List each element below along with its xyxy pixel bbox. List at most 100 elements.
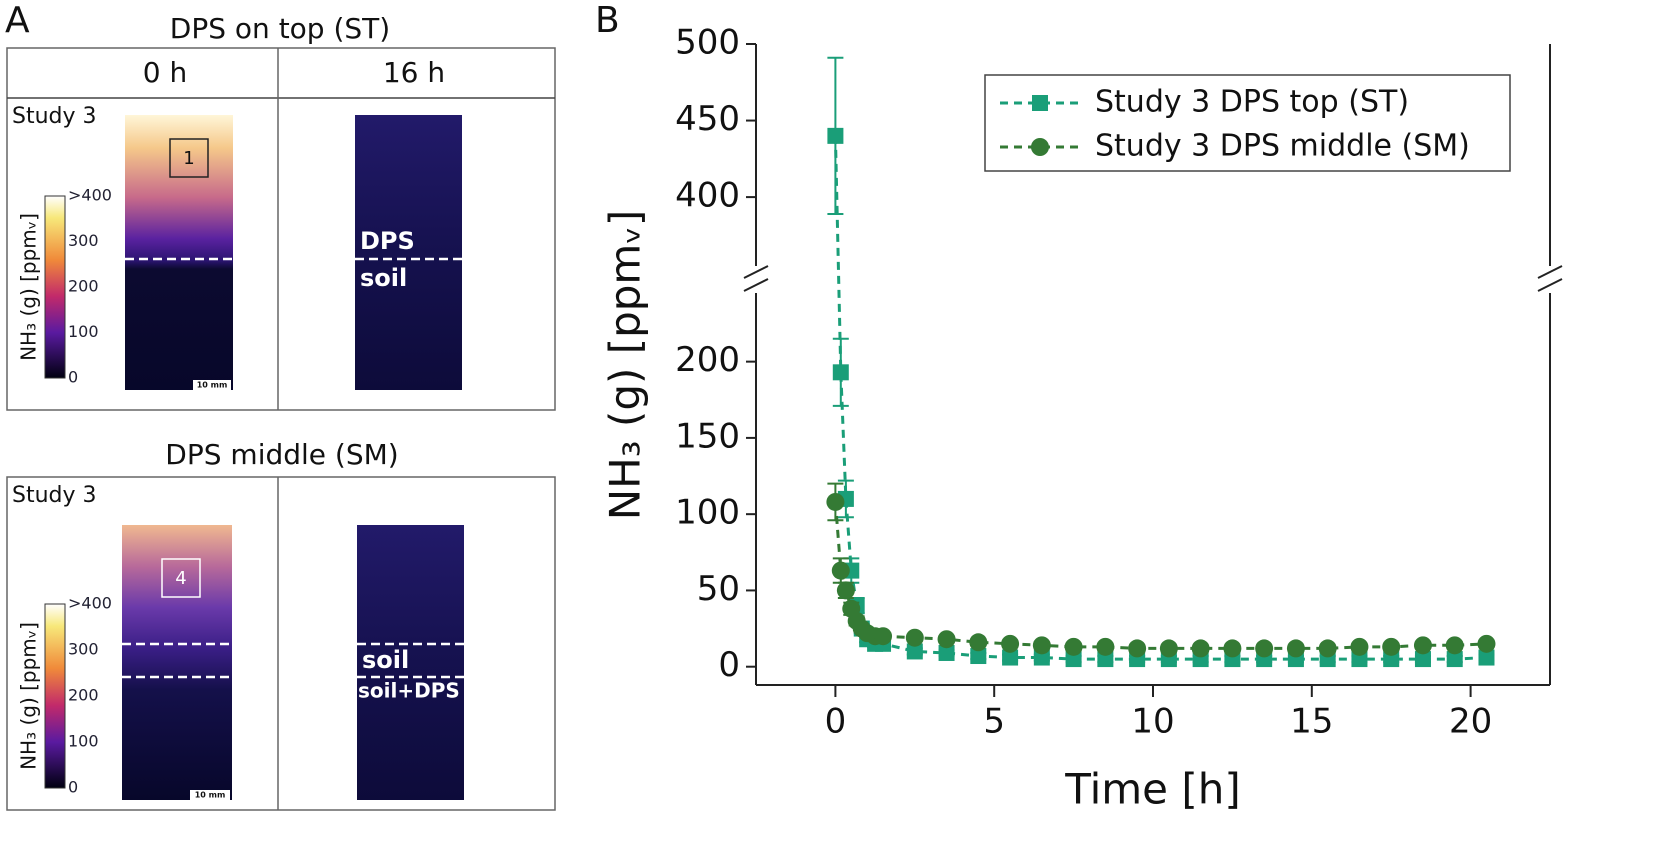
colorbar	[44, 195, 66, 379]
marker	[938, 644, 955, 661]
layer-label: soil	[362, 646, 409, 674]
y-tick-label: 500	[675, 23, 740, 63]
axis-break	[1537, 265, 1563, 279]
layer-label: DPS	[360, 227, 415, 255]
marker	[1414, 651, 1431, 668]
colorbar-tick-label: 100	[68, 732, 99, 751]
marker	[1096, 637, 1115, 656]
column-header: 0 h	[143, 56, 187, 89]
group-box	[6, 47, 556, 411]
marker	[826, 492, 845, 511]
roi-label: 4	[175, 568, 186, 589]
legend-label: Study 3 DPS middle (SM)	[1095, 129, 1470, 164]
marker	[1383, 651, 1400, 668]
colorbar-tick-label: 0	[68, 368, 78, 387]
panel-a: A DPS on top (ST) 0 h 16 h Study 3 1 DPS…	[5, 0, 556, 811]
image	[357, 525, 464, 800]
legend-marker	[1031, 138, 1049, 156]
marker	[1382, 637, 1401, 656]
layer-label: soil	[360, 264, 407, 292]
marker	[1001, 634, 1020, 653]
study-label: Study 3	[12, 483, 97, 508]
y-tick-label: 50	[697, 569, 740, 609]
marker	[1478, 649, 1495, 666]
colorbar-tick-label: 100	[68, 322, 99, 341]
study-label: Study 3	[12, 104, 97, 129]
x-tick-label: 5	[983, 702, 1005, 742]
image	[355, 115, 462, 390]
scale-bar	[190, 790, 230, 800]
marker	[874, 627, 893, 646]
marker	[905, 628, 924, 647]
roi-box	[169, 138, 209, 178]
x-tick-label: 10	[1131, 702, 1174, 742]
colorbar-tick-label: 200	[68, 277, 99, 296]
y-axis-label: NH₃ (g) [ppmᵥ]	[601, 210, 650, 521]
axis-break	[743, 265, 769, 279]
colorbar-tick-label: 300	[68, 231, 99, 250]
marker	[836, 581, 855, 600]
colorbar-tick-label: 200	[68, 686, 99, 705]
colorbar-label: NH₃ (g) [ppmᵥ]	[17, 622, 41, 770]
y-tick-label: 450	[675, 99, 740, 139]
scale-bar-label: 10 mm	[197, 381, 228, 390]
marker	[1318, 639, 1337, 658]
colorbar-label: NH₃ (g) [ppmᵥ]	[17, 213, 41, 361]
marker	[831, 561, 850, 580]
column-header: 16 h	[383, 56, 445, 89]
x-tick-label: 15	[1290, 702, 1333, 742]
y-tick-label: 100	[675, 493, 740, 533]
marker	[1128, 639, 1147, 658]
image	[125, 115, 233, 390]
marker	[1477, 634, 1496, 653]
roi-box	[161, 558, 201, 598]
colorbar	[44, 603, 66, 789]
marker	[1413, 636, 1432, 655]
colorbar-tick-label: 0	[68, 778, 78, 797]
scale-bar	[193, 380, 231, 390]
colorbar-tick-label: 300	[68, 640, 99, 659]
marker	[906, 643, 923, 660]
axis-break	[743, 278, 769, 292]
marker	[1064, 637, 1083, 656]
roi-label: 1	[183, 148, 194, 169]
marker	[1002, 649, 1019, 666]
y-tick-label: 0	[718, 645, 740, 685]
marker	[1351, 651, 1368, 668]
legend-box	[984, 74, 1511, 172]
axis-break	[1537, 278, 1563, 292]
marker	[1286, 639, 1305, 658]
y-tick-label: 400	[675, 176, 740, 216]
image	[122, 525, 232, 800]
marker	[937, 630, 956, 649]
marker	[1191, 639, 1210, 658]
legend-label: Study 3 DPS top (ST)	[1095, 85, 1409, 120]
group-box	[6, 476, 556, 811]
series-line	[833, 135, 1487, 661]
marker	[1065, 651, 1082, 668]
marker	[1255, 639, 1274, 658]
marker	[827, 127, 844, 144]
marker	[1159, 639, 1178, 658]
group-title: DPS middle (SM)	[165, 438, 398, 471]
marker	[832, 364, 849, 381]
x-tick-label: 0	[825, 702, 847, 742]
y-tick-label: 150	[675, 416, 740, 456]
x-axis-label: Time [h]	[1064, 765, 1241, 814]
series-line	[833, 501, 1487, 650]
marker	[1350, 637, 1369, 656]
colorbar-tick-label: >400	[68, 186, 112, 205]
layer-label: soil+DPS	[358, 679, 460, 703]
marker	[1223, 639, 1242, 658]
marker	[1033, 649, 1050, 666]
panel-b: B	[595, 0, 620, 41]
x-tick-label: 20	[1449, 702, 1492, 742]
marker	[1445, 636, 1464, 655]
scale-bar-label: 10 mm	[195, 791, 226, 800]
panel-label: A	[5, 0, 30, 41]
legend-marker	[1032, 95, 1048, 111]
group-title: DPS on top (ST)	[170, 12, 390, 45]
marker	[1032, 636, 1051, 655]
marker	[1446, 651, 1463, 668]
